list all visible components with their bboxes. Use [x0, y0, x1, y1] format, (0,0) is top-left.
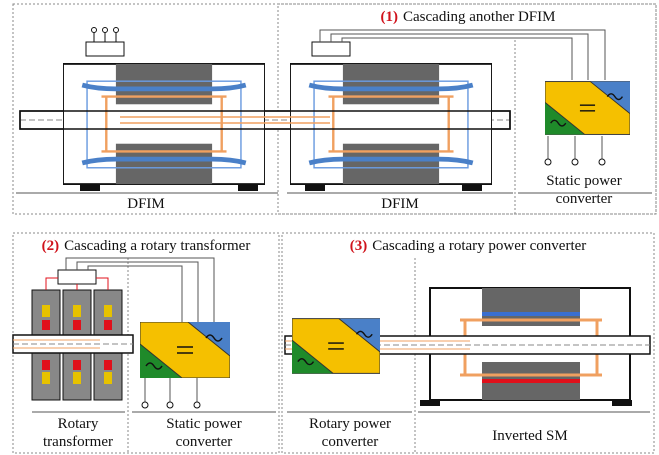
label-line: converter	[322, 434, 379, 450]
section-title: (2)Cascading a rotary transformer	[42, 238, 251, 254]
component-label: Static power converter	[546, 173, 621, 207]
diagram: (1)Cascading another DFIM(2)Cascading a …	[0, 0, 659, 455]
label-line: converter	[176, 434, 233, 450]
section-text: Cascading a rotary transformer	[64, 238, 250, 254]
label-line: Rotary	[58, 416, 99, 432]
section-title: (1)Cascading another DFIM	[381, 9, 556, 25]
label-line: DFIM	[381, 196, 419, 212]
section-number: (1)	[381, 9, 399, 25]
component-label: Rotary power converter	[309, 416, 391, 450]
label-line: Static power	[546, 173, 621, 189]
label-line: Rotary power	[309, 416, 391, 432]
label-line: Inverted SM	[492, 428, 567, 444]
label-line: DFIM	[127, 196, 165, 212]
component-label: DFIM	[381, 196, 419, 212]
section-number: (2)	[42, 238, 60, 254]
label-line: Static power	[166, 416, 241, 432]
section-title: (3)Cascading a rotary power converter	[350, 238, 587, 254]
section-text: Cascading a rotary power converter	[372, 238, 586, 254]
component-label: Inverted SM	[492, 428, 567, 444]
section-number: (3)	[350, 238, 368, 254]
component-label: DFIM	[127, 196, 165, 212]
section-text: Cascading another DFIM	[403, 9, 555, 25]
label-line: converter	[556, 191, 613, 207]
component-label: Rotary transformer	[43, 416, 113, 450]
label-line: transformer	[43, 434, 113, 450]
component-label: Static power converter	[166, 416, 241, 450]
